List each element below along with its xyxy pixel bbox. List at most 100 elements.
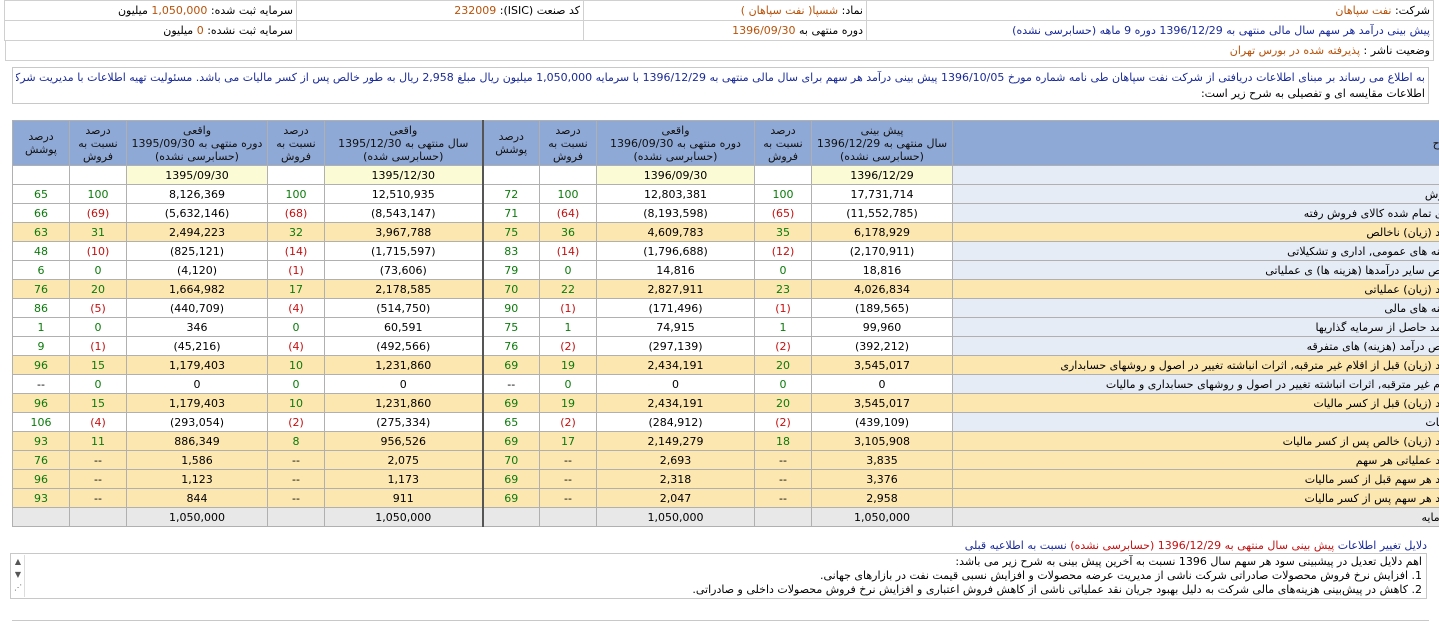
forecast-pct bbox=[755, 508, 812, 527]
empty-cell bbox=[297, 21, 584, 41]
capital-unreg-value: 0 bbox=[197, 24, 204, 37]
actual-9m-95-pct bbox=[70, 508, 127, 527]
coverage-1: 72 bbox=[483, 185, 540, 204]
company-cell: شرکت: نفت سپاهان bbox=[867, 1, 1434, 21]
reasons-title-suffix: نسبت به اطلاعیه قبلی bbox=[965, 539, 1067, 552]
coverage-2: 48 bbox=[13, 242, 70, 261]
actual-year-95-value: 1,050,000 bbox=[325, 508, 483, 527]
forecast-value: 3,545,017 bbox=[812, 394, 953, 413]
actual-year-95-pct: (4) bbox=[268, 337, 325, 356]
actual-year-95-value: (514,750) bbox=[325, 299, 483, 318]
actual-9m-96-value: 2,827,911 bbox=[597, 280, 755, 299]
coverage-1: 75 bbox=[483, 223, 540, 242]
row-description: سود (زیان) قبل از کسر مالیات bbox=[953, 394, 1439, 413]
date-sep bbox=[755, 166, 812, 185]
actual-9m-96-pct: -- bbox=[540, 489, 597, 508]
actual-9m-96-pct: (64) bbox=[540, 204, 597, 223]
actual-year-95-value: (73,606) bbox=[325, 261, 483, 280]
actual-year-95-pct: 8 bbox=[268, 432, 325, 451]
capital-unreg-label: سرمایه ثبت نشده: bbox=[207, 24, 293, 37]
actual-9m-95-value: 1,586 bbox=[127, 451, 268, 470]
coverage-2: 86 bbox=[13, 299, 70, 318]
actual-9m-95-value: (4,120) bbox=[127, 261, 268, 280]
actual-9m-96-value: (171,496) bbox=[597, 299, 755, 318]
actual-9m-95-value: 2,494,223 bbox=[127, 223, 268, 242]
row-description: سود (زیان) ناخالص bbox=[953, 223, 1439, 242]
row-description: فروش bbox=[953, 185, 1439, 204]
actual-year-95-pct: 100 bbox=[268, 185, 325, 204]
forecast-value: (392,212) bbox=[812, 337, 953, 356]
coverage-2: -- bbox=[13, 375, 70, 394]
forecast-value: 2,958 bbox=[812, 489, 953, 508]
actual-year-95-pct: 17 bbox=[268, 280, 325, 299]
actual-9m-96-pct: 100 bbox=[540, 185, 597, 204]
company-label: شرکت: bbox=[1395, 4, 1430, 17]
actual-9m-96-pct: (14) bbox=[540, 242, 597, 261]
period-value: 1396/09/30 bbox=[732, 24, 795, 37]
actual-9m-95-pct: -- bbox=[70, 470, 127, 489]
capital-reg-unit: میلیون bbox=[118, 4, 148, 17]
capital-reg-label: سرمایه ثبت شده: bbox=[211, 4, 293, 17]
table-row: درآمد حاصل از سرمایه گذاریها99,960174,91… bbox=[13, 318, 1439, 337]
coverage-2: 9 bbox=[13, 337, 70, 356]
actual-9m-95-value: 8,126,369 bbox=[127, 185, 268, 204]
scrollbar[interactable]: ▲ ▼ ⋰ bbox=[12, 555, 25, 597]
actual-year-95-value: 3,967,788 bbox=[325, 223, 483, 242]
date-sep bbox=[70, 166, 127, 185]
actual-9m-96-value: (297,139) bbox=[597, 337, 755, 356]
coverage-1 bbox=[483, 508, 540, 527]
actual-year-95-value: 60,591 bbox=[325, 318, 483, 337]
actual-9m-95-value: 844 bbox=[127, 489, 268, 508]
date-sep bbox=[13, 166, 70, 185]
actual-9m-95-pct: 15 bbox=[70, 356, 127, 375]
date-sep bbox=[483, 166, 540, 185]
row-description: سود (زیان) خالص پس از کسر مالیات bbox=[953, 432, 1439, 451]
forecast-pct: (2) bbox=[755, 337, 812, 356]
forecast-value: 6,178,929 bbox=[812, 223, 953, 242]
forecast-value: 3,105,908 bbox=[812, 432, 953, 451]
date-sep bbox=[540, 166, 597, 185]
table-row: سود (زیان) عملیاتی4,026,834232,827,91122… bbox=[13, 280, 1439, 299]
coverage-2: 63 bbox=[13, 223, 70, 242]
date-row-desc bbox=[953, 166, 1439, 185]
actual-9m-95-value: 1,179,403 bbox=[127, 394, 268, 413]
row-description: سود عملیاتی هر سهم bbox=[953, 451, 1439, 470]
isic-value: 232009 bbox=[454, 4, 496, 17]
actual-9m-96-value: (8,193,598) bbox=[597, 204, 755, 223]
actual-9m-96-value: 74,915 bbox=[597, 318, 755, 337]
coverage-2: 106 bbox=[13, 413, 70, 432]
row-description: هزینه های مالی bbox=[953, 299, 1439, 318]
actual-9m-96-pct: 1 bbox=[540, 318, 597, 337]
actual-year-95-pct: -- bbox=[268, 489, 325, 508]
coverage-2: 1 bbox=[13, 318, 70, 337]
actual-9m-95-pct: 0 bbox=[70, 261, 127, 280]
resize-grip-icon[interactable]: ⋰ bbox=[12, 581, 24, 594]
actual-9m-96-pct: 36 bbox=[540, 223, 597, 242]
actual-9m-95-pct: (4) bbox=[70, 413, 127, 432]
actual-9m-95-value: 346 bbox=[127, 318, 268, 337]
actual-9m-96-pct: 22 bbox=[540, 280, 597, 299]
coverage-1: 69 bbox=[483, 356, 540, 375]
actual-9m-96-pct: -- bbox=[540, 451, 597, 470]
actual-year-95-value: 2,075 bbox=[325, 451, 483, 470]
symbol-cell: نماد: شسپا( نفت سپاهان ) bbox=[584, 1, 867, 21]
scroll-down-icon[interactable]: ▼ bbox=[12, 568, 24, 581]
publisher-status: وضعیت ناشر : پذیرفته شده در بورس تهران bbox=[5, 41, 1434, 61]
date-forecast: 1396/12/29 bbox=[812, 166, 953, 185]
reasons-textarea[interactable]: اهم دلایل تعدیل در پیشبینی سود هر سهم سا… bbox=[10, 553, 1427, 599]
isic-label: کد صنعت (ISIC): bbox=[500, 4, 580, 17]
actual-9m-95-pct: 20 bbox=[70, 280, 127, 299]
col-forecast-pct-label: درصد نسبت به فروش bbox=[763, 124, 802, 163]
notice-line-1: به اطلاع می رساند بر مبنای اطلاعات دریاف… bbox=[16, 70, 1425, 86]
forecast-pct: (12) bbox=[755, 242, 812, 261]
row-description: مالیات bbox=[953, 413, 1439, 432]
col-actual-year-95-pct-label: درصد نسبت به فروش bbox=[276, 124, 315, 163]
forecast-value: 17,731,714 bbox=[812, 185, 953, 204]
scroll-up-icon[interactable]: ▲ bbox=[12, 555, 24, 568]
coverage-2: 76 bbox=[13, 451, 70, 470]
col-forecast: پیش بینی سال منتهی به 1396/12/29 (حسابرس… bbox=[812, 121, 953, 166]
reasons-title: دلایل تغییر اطلاعات پیش بینی سال منتهی ب… bbox=[965, 539, 1427, 552]
date-actual-9m-96: 1396/09/30 bbox=[597, 166, 755, 185]
col-actual-9m-95-pct-label: درصد نسبت به فروش bbox=[78, 124, 117, 163]
